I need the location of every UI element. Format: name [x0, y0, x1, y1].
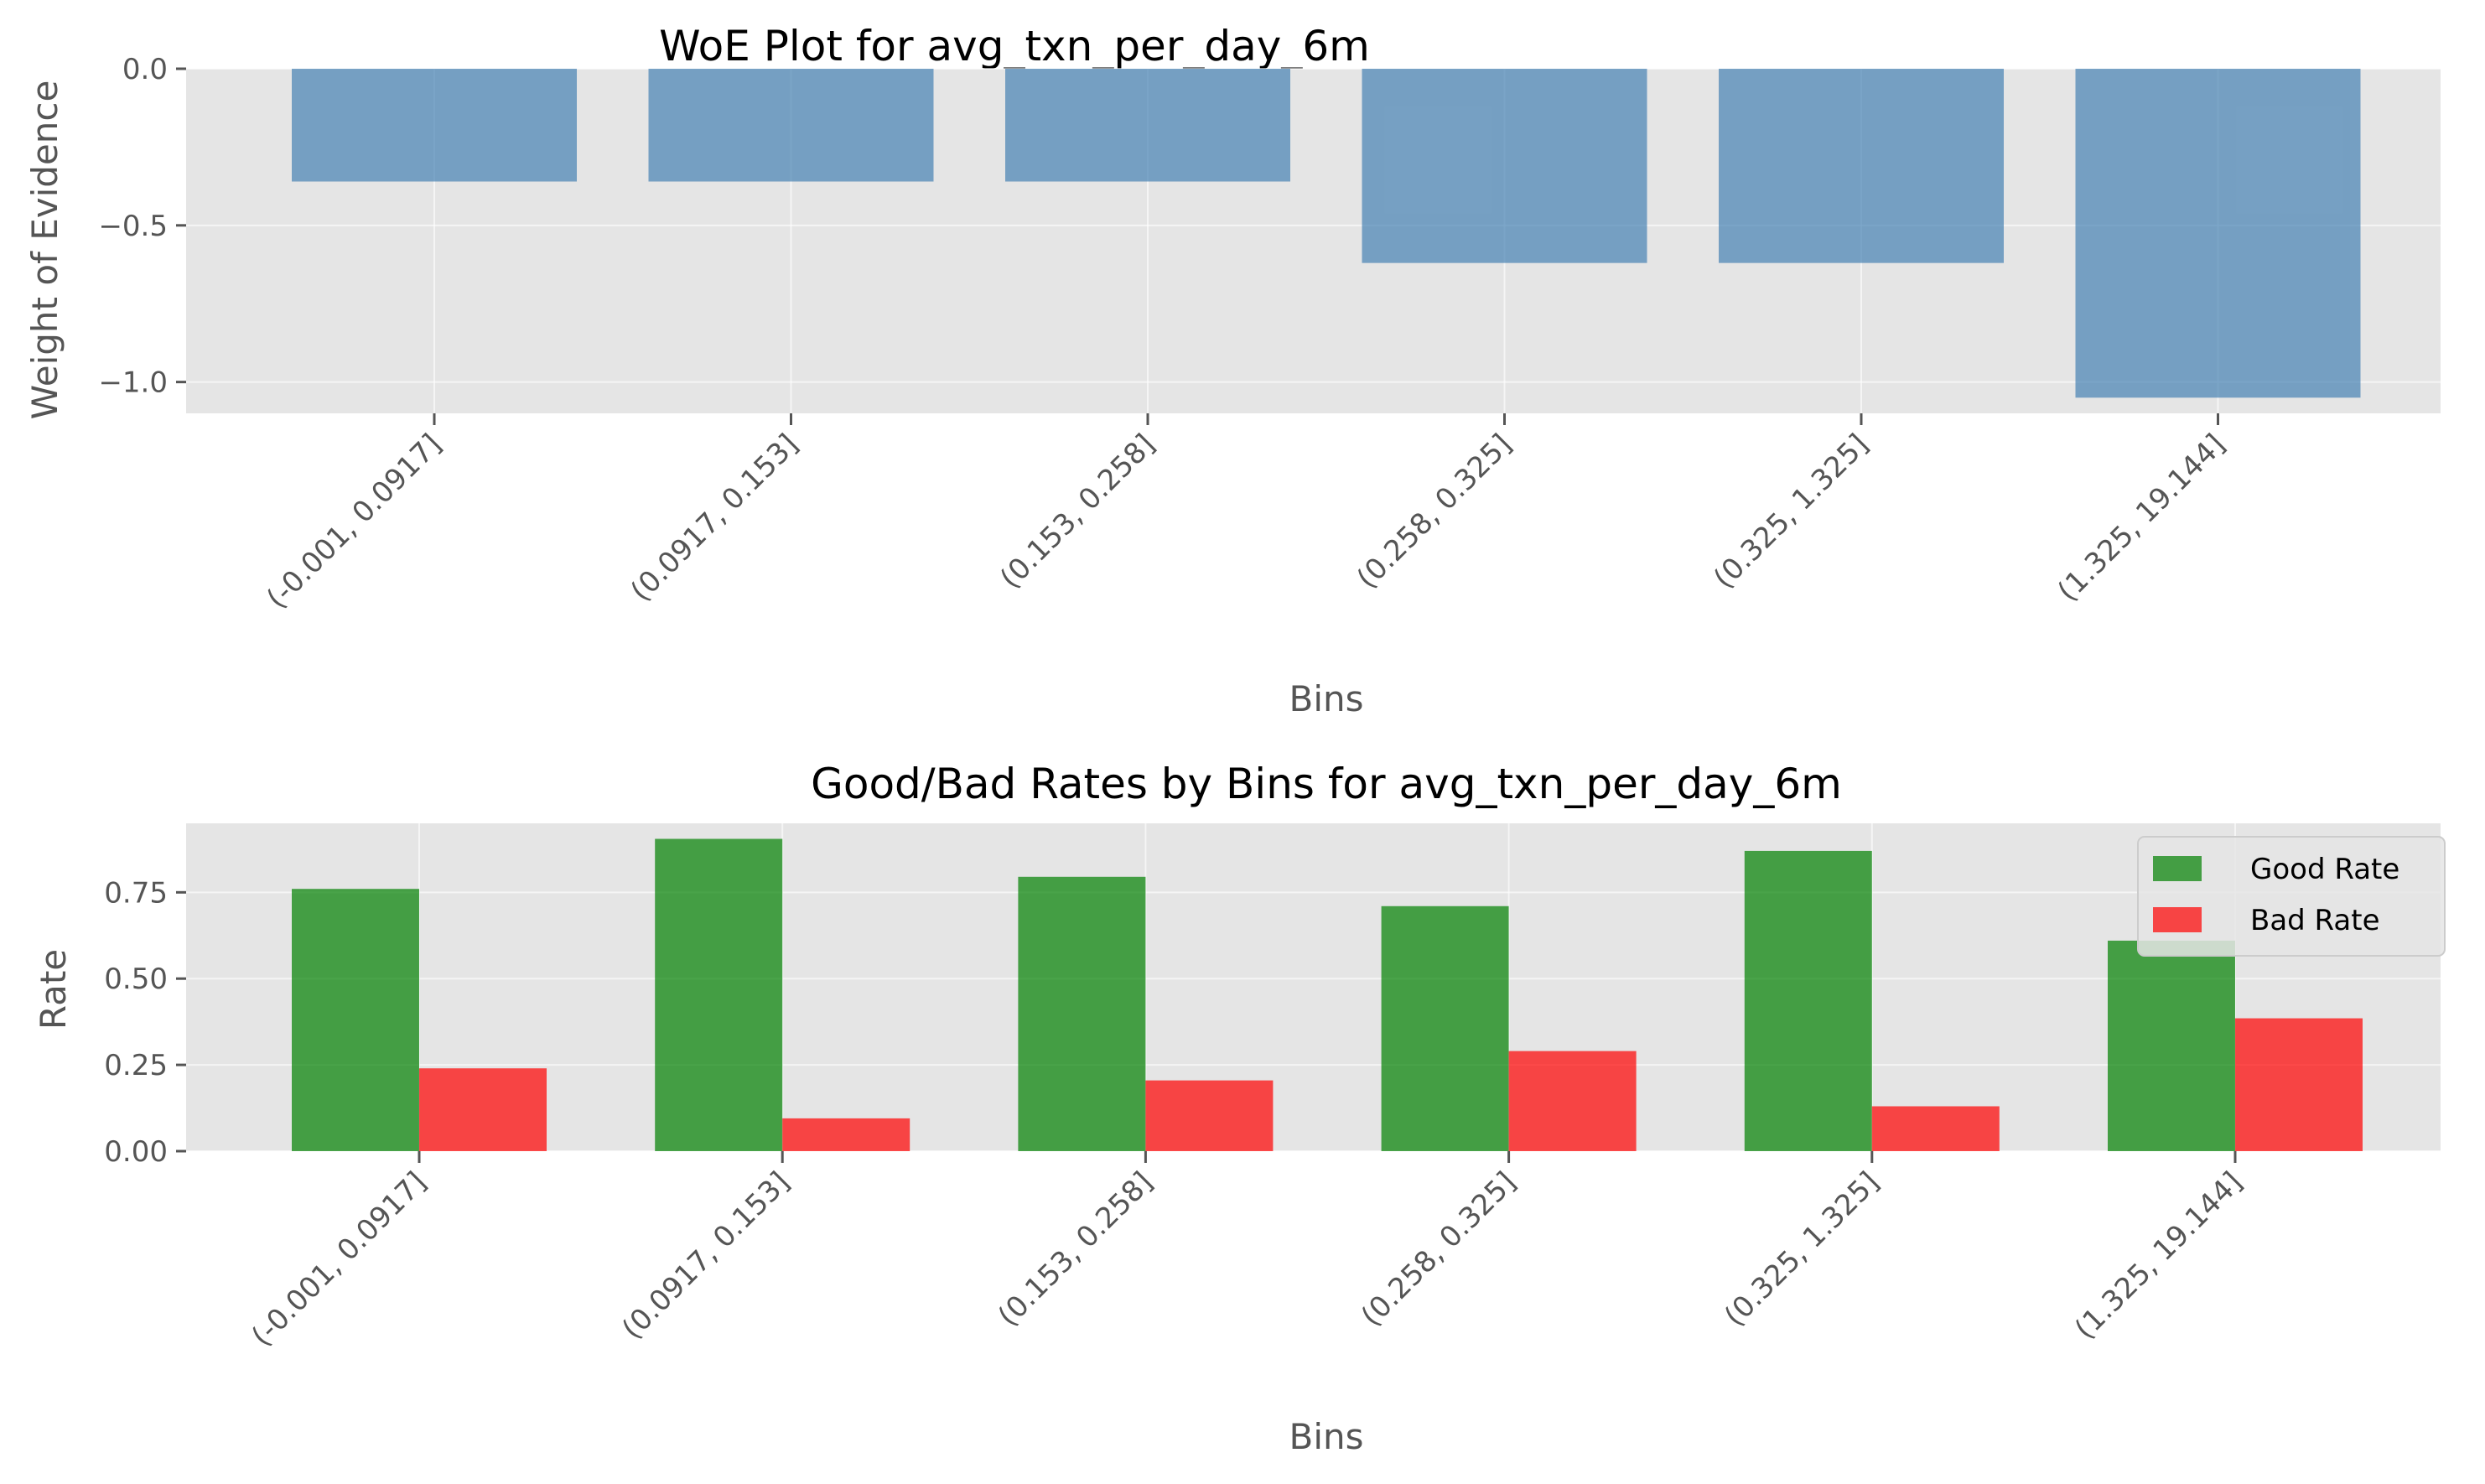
woe-bar-woe-1 [648, 69, 934, 182]
woe-bar-woe-4 [1719, 69, 2004, 263]
woe-chart-title: WoE Plot for avg_txn_per_day_6m [659, 22, 1370, 70]
rates-ytick-label-0: 0.00 [104, 1135, 168, 1169]
legend-label-good-rate: Good Rate [2250, 853, 2399, 886]
rates-bar-good-rate-4 [1744, 850, 1872, 1151]
rates-ytick-label-2: 0.50 [104, 963, 168, 996]
rates-bar-bad-rate-0 [419, 1068, 547, 1151]
rates-bar-good-rate-5 [2108, 940, 2235, 1151]
woe-bar-woe-5 [2075, 69, 2361, 398]
rates-bar-bad-rate-1 [782, 1118, 910, 1151]
woe-bar-woe-3 [1362, 69, 1647, 263]
woe-ytick-label-2: −1.0 [98, 366, 168, 400]
rates-bar-good-rate-3 [1381, 905, 1509, 1151]
woe-ytick-label-1: −0.5 [98, 210, 168, 243]
rates-x-axis-label: Bins [1289, 1416, 1364, 1457]
rates-bar-bad-rate-4 [1871, 1106, 2000, 1151]
rates-bar-good-rate-2 [1018, 876, 1146, 1151]
legend-swatch-good-rate [2153, 856, 2202, 881]
rates-bar-good-rate-1 [655, 838, 783, 1151]
rates-ytick-label-3: 0.75 [104, 876, 168, 910]
rates-bars [292, 838, 2363, 1151]
woe-bars [292, 69, 2361, 398]
woe-bar-woe-2 [1005, 69, 1290, 182]
rates-bar-bad-rate-3 [1508, 1051, 1637, 1151]
legend-box [2137, 836, 2446, 957]
woe-x-axis-label: Bins [1289, 678, 1364, 719]
woe-y-axis-label: Weight of Evidence [24, 80, 65, 420]
rates-y-axis-label: Rate [33, 949, 74, 1030]
rates-bar-bad-rate-5 [2235, 1018, 2363, 1151]
rates-plot-area [186, 823, 2441, 1151]
rates-panel: Good/Bad Rates by Bins for avg_txn_per_d… [33, 760, 2446, 1457]
rates-legend: Good Rate Bad Rate [2137, 836, 2446, 957]
rates-y-axis: 0.00 0.25 0.50 0.75 [104, 876, 186, 1169]
woe-panel: WoE Plot for avg_txn_per_day_6m 0.0 −0.5 −… [24, 22, 2441, 719]
legend-swatch-bad-rate [2153, 907, 2202, 932]
woe-y-axis: 0.0 −0.5 −1.0 [98, 53, 186, 400]
rates-bar-good-rate-0 [292, 889, 419, 1151]
legend-label-bad-rate: Bad Rate [2250, 904, 2380, 937]
rates-bar-bad-rate-2 [1145, 1080, 1274, 1151]
woe-bar-woe-0 [292, 69, 577, 182]
rates-chart-title: Good/Bad Rates by Bins for avg_txn_per_d… [811, 760, 1842, 808]
woe-ytick-label-0: 0.0 [122, 53, 168, 86]
rates-ytick-label-1: 0.25 [104, 1049, 168, 1082]
